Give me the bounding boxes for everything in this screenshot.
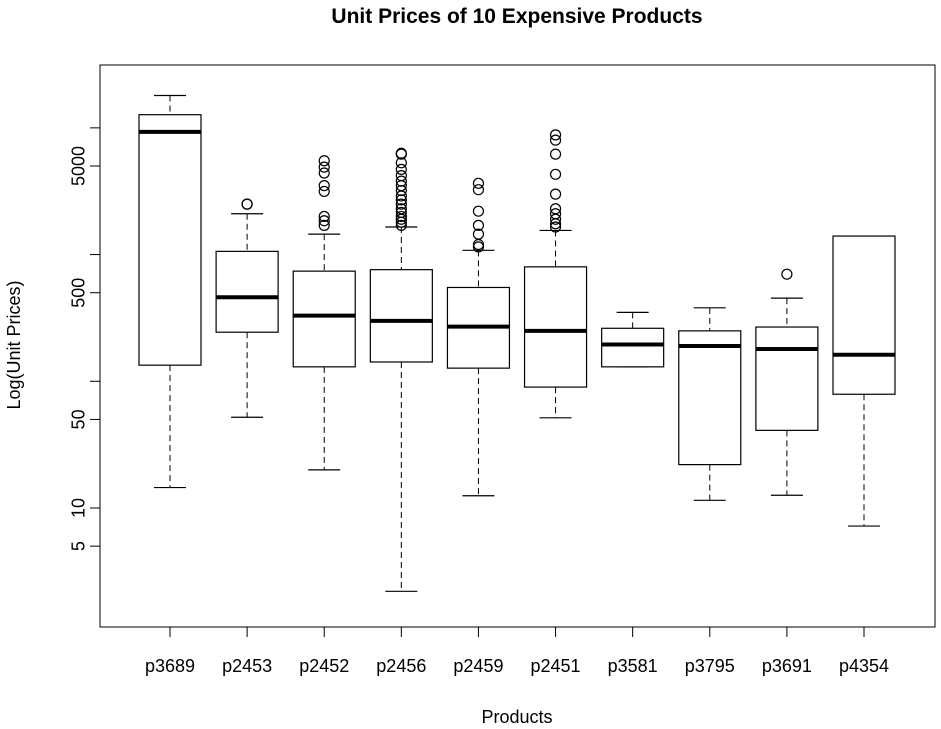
outlier-point bbox=[318, 167, 330, 179]
outlier-point bbox=[472, 228, 485, 240]
outlier-point bbox=[395, 210, 407, 223]
x-tick-label-p2453: p2453 bbox=[222, 656, 272, 676]
outlier-point bbox=[549, 168, 562, 180]
outlier-point bbox=[472, 238, 485, 251]
box-iqr bbox=[138, 114, 202, 366]
box-p2459 bbox=[446, 177, 511, 497]
chart-title: Unit Prices of 10 Expensive Products bbox=[331, 5, 702, 28]
outlier-point bbox=[549, 129, 562, 141]
outlier-point bbox=[472, 184, 485, 196]
outlier-point bbox=[549, 148, 562, 160]
plot-frame bbox=[99, 64, 936, 628]
box-p2456 bbox=[369, 147, 433, 592]
outlier-point bbox=[318, 185, 330, 198]
y-tick-label-5: 5 bbox=[68, 541, 88, 551]
outlier-point bbox=[318, 219, 330, 231]
boxes-layer bbox=[138, 94, 896, 592]
box-iqr bbox=[215, 250, 279, 333]
outlier-point bbox=[318, 155, 330, 167]
x-tick-label-p2451: p2451 bbox=[531, 656, 581, 676]
outlier-point bbox=[472, 219, 485, 231]
x-tick-label-p3689: p3689 bbox=[145, 656, 195, 676]
outlier-point bbox=[395, 163, 407, 176]
outlier-point bbox=[318, 215, 330, 227]
outlier-point bbox=[549, 134, 562, 146]
x-tick-label-p3581: p3581 bbox=[608, 656, 658, 676]
outlier-point bbox=[549, 203, 562, 215]
outlier-point bbox=[395, 194, 407, 206]
x-axis-label: Products bbox=[481, 707, 552, 727]
y-tick-label-5000: 5000 bbox=[68, 146, 88, 186]
box-p2451 bbox=[523, 129, 588, 419]
outlier-point bbox=[318, 180, 330, 192]
outlier-point bbox=[472, 177, 485, 189]
box-iqr bbox=[755, 326, 819, 431]
x-tick-label-p3691: p3691 bbox=[762, 656, 812, 676]
y-tick-label-50: 50 bbox=[68, 409, 88, 429]
box-iqr bbox=[523, 266, 588, 388]
outlier-point bbox=[395, 206, 407, 219]
outlier-point bbox=[549, 208, 562, 220]
x-tick-label-p2459: p2459 bbox=[453, 656, 503, 676]
outlier-point bbox=[395, 169, 407, 182]
x-tick-label-p2456: p2456 bbox=[376, 656, 426, 676]
outlier-point bbox=[395, 175, 407, 187]
outlier-point bbox=[395, 219, 407, 231]
y-axis: 5 10 50 500 5000 bbox=[68, 127, 100, 551]
outlier-point bbox=[241, 198, 253, 210]
y-tick-label-500: 500 bbox=[68, 278, 88, 308]
outlier-point bbox=[549, 188, 562, 200]
outlier-point bbox=[472, 205, 485, 217]
box-p3689 bbox=[138, 94, 202, 489]
box-p3691 bbox=[755, 268, 819, 496]
box-iqr bbox=[369, 269, 433, 363]
outlier-point bbox=[318, 161, 330, 173]
box-iqr bbox=[292, 270, 356, 368]
y-axis-label: Log(Unit Prices) bbox=[4, 280, 24, 409]
x-tick-label-p2452: p2452 bbox=[299, 656, 349, 676]
box-p2453 bbox=[215, 198, 279, 418]
x-tick-label-p3795: p3795 bbox=[685, 656, 735, 676]
y-tick-label-10: 10 bbox=[68, 498, 88, 518]
box-iqr bbox=[678, 330, 742, 466]
box-p3795 bbox=[678, 307, 742, 501]
box-p4354 bbox=[832, 235, 896, 527]
outlier-point bbox=[395, 198, 407, 210]
box-p2452 bbox=[292, 155, 356, 471]
outlier-point bbox=[549, 221, 562, 233]
x-axis: p3689 p2453 p2452 p2456 p2459 p2451 p3581 p3795… bbox=[145, 627, 889, 676]
outlier-point bbox=[395, 203, 407, 215]
outlier-point bbox=[395, 147, 407, 159]
outlier-point bbox=[781, 268, 793, 280]
box-p3581 bbox=[601, 311, 665, 368]
x-tick-label-p4354: p4354 bbox=[839, 656, 889, 676]
box-iqr bbox=[832, 235, 896, 395]
outlier-point bbox=[318, 210, 330, 223]
box-iqr bbox=[601, 327, 665, 368]
